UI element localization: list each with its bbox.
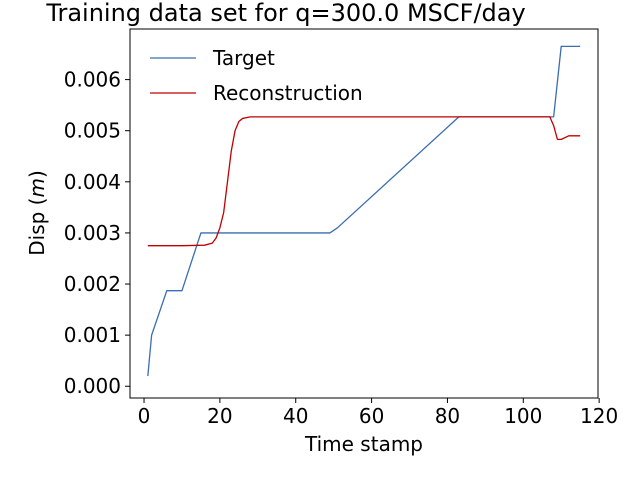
legend: Target Reconstruction [150, 46, 363, 105]
series-line-target [147, 45, 581, 377]
x-tick-label: 100 [504, 404, 542, 428]
chart-title: Training data set for q=300.0 MSCF/day [45, 0, 525, 27]
y-axis-label-suffix: ) [25, 170, 49, 178]
plot-background [130, 29, 598, 398]
y-tick-label: 0.006 [64, 68, 121, 92]
y-tick-label: 0.003 [64, 221, 121, 245]
y-axis-label-prefix: Disp ( [25, 198, 49, 256]
series-line-reconstruction [147, 116, 581, 247]
y-tick-label: 0.000 [64, 374, 121, 398]
legend-label-target: Target [212, 46, 275, 70]
y-axis: 0.000 0.001 0.002 0.003 0.004 0.005 0.006 [64, 68, 130, 398]
x-tick-label: 80 [435, 404, 460, 428]
y-axis-label: Disp (m) [25, 170, 49, 256]
y-tick-label: 0.005 [64, 119, 121, 143]
x-tick-label: 40 [283, 404, 308, 428]
y-axis-label-var: m [25, 178, 49, 197]
x-tick-label: 60 [359, 404, 384, 428]
series-layer [147, 45, 581, 377]
plot-area [129, 28, 599, 399]
y-tick-label: 0.002 [64, 272, 121, 296]
x-axis: 0 20 40 60 80 100 120 [138, 398, 618, 428]
x-tick-label: 0 [138, 404, 151, 428]
legend-label-reconstruction: Reconstruction [213, 81, 363, 105]
x-tick-label: 20 [207, 404, 232, 428]
x-tick-label: 120 [580, 404, 618, 428]
plot-frame [129, 28, 599, 399]
y-tick-label: 0.001 [64, 323, 121, 347]
x-axis-label: Time stamp [304, 432, 423, 456]
y-tick-label: 0.004 [64, 170, 121, 194]
